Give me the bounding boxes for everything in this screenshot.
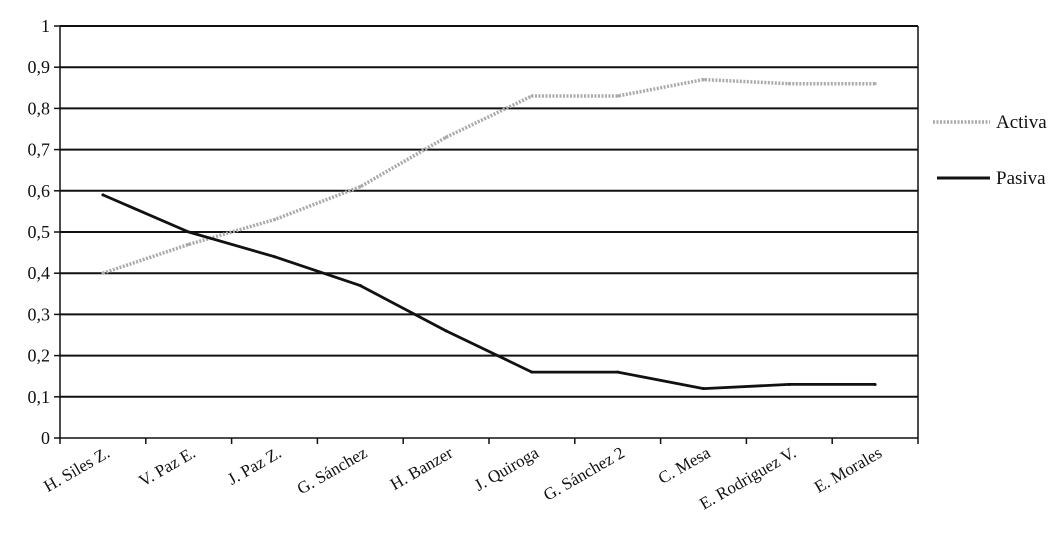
x-tick-label: J. Paz Z. [224, 443, 284, 489]
x-tick-label: E. Rodriguez V. [696, 443, 799, 513]
y-tick-label: 0 [41, 428, 50, 448]
axes [54, 25, 919, 444]
series-line-pasiva [102, 193, 876, 391]
data-point-activa [273, 218, 276, 222]
data-point-activa [444, 135, 448, 139]
y-tick-label: 0,4 [28, 263, 51, 283]
legend-label-activa: Activa [996, 112, 1047, 133]
y-tick-label: 0,8 [28, 98, 51, 118]
data-point-activa [530, 94, 534, 98]
series-line-activa [102, 77, 876, 275]
y-tick-label: 1 [41, 16, 50, 36]
legend: Activa Pasiva [933, 112, 1047, 189]
data-point-activa [187, 242, 191, 246]
y-tick-label: 0,5 [28, 222, 51, 242]
x-tick-label: G. Sánchez [294, 443, 371, 498]
data-point-activa [873, 82, 877, 86]
x-tick-label: E. Morales [811, 443, 885, 497]
y-tick-labels: 0 0,1 0,2 0,3 0,4 0,5 0,6 0,7 0,8 0,9 1 [28, 16, 51, 448]
data-point-pasiva [616, 370, 620, 374]
data-point-pasiva [101, 193, 105, 197]
data-point-pasiva [273, 255, 276, 259]
y-tick-label: 0,3 [28, 304, 51, 324]
y-tick-label: 0,2 [28, 346, 51, 366]
x-tick-label: G. Sánchez 2 [540, 443, 628, 505]
x-tick-labels: H. Siles Z. V. Paz E. J. Paz Z. G. Sánchez H… [40, 443, 885, 514]
data-point-pasiva [702, 387, 705, 391]
series-lines [101, 77, 877, 391]
data-point-pasiva [187, 230, 191, 234]
data-point-pasiva [530, 370, 534, 374]
y-tick-label: 0,7 [28, 140, 51, 160]
data-point-pasiva [358, 284, 362, 288]
data-point-pasiva [444, 329, 448, 333]
legend-label-pasiva: Pasiva [996, 168, 1046, 189]
data-point-activa [101, 271, 105, 275]
gridlines [60, 25, 918, 398]
x-tick-label: J. Quiroga [471, 443, 542, 495]
x-tick-label: C. Mesa [655, 443, 714, 488]
data-point-pasiva [787, 382, 791, 386]
y-tick-label: 0,1 [28, 387, 51, 407]
data-point-activa [358, 185, 362, 189]
data-point-pasiva [873, 382, 877, 386]
data-point-activa [702, 78, 705, 82]
data-point-activa [787, 82, 791, 86]
data-point-activa [616, 94, 620, 98]
y-tick-label: 0,9 [28, 57, 51, 77]
x-tick-label: H. Siles Z. [40, 443, 112, 496]
x-tick-label: H. Banzer [387, 443, 456, 494]
x-tick-label: V. Paz E. [135, 443, 198, 490]
y-tick-label: 0,6 [28, 181, 51, 201]
